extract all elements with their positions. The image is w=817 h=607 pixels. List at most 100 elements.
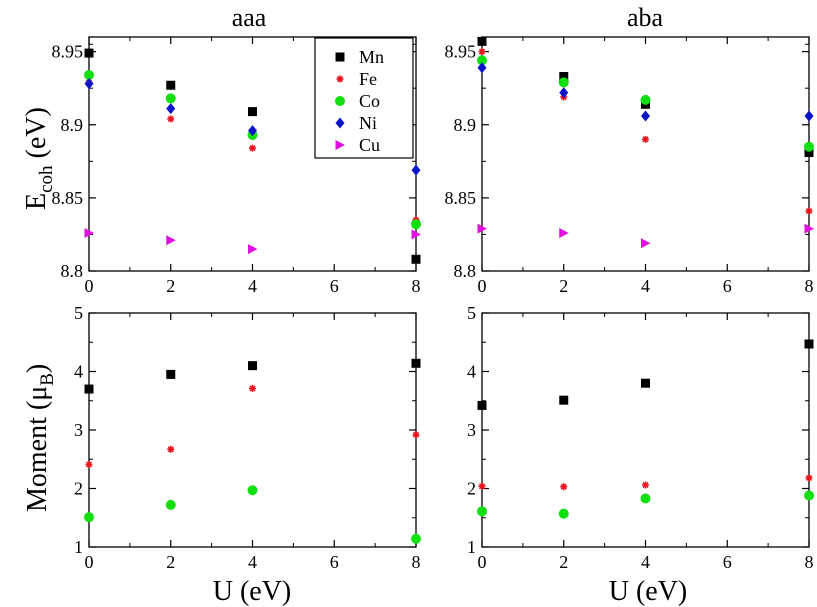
data-point-cu (166, 235, 176, 246)
moment-label-main: Moment (μ (22, 386, 53, 512)
data-point-fe (412, 431, 420, 439)
y-tick-label: 4 (467, 362, 476, 382)
x-tick-label: 2 (166, 276, 175, 296)
data-point-fe (642, 481, 649, 489)
data-point-cu (641, 238, 651, 249)
data-point-mn (84, 48, 94, 58)
y-tick-label: 1 (74, 537, 83, 557)
x-axis-label-left: U (eV) (213, 576, 292, 607)
data-point-ni (477, 62, 487, 74)
data-point-co (411, 533, 421, 544)
legend-label-co: Co (359, 91, 380, 111)
x-tick-label: 4 (248, 276, 257, 296)
x-tick-label: 8 (412, 552, 421, 572)
x-tick-label: 0 (478, 276, 487, 296)
data-point-co (804, 141, 814, 152)
data-point-co (804, 490, 814, 501)
legend-label-mn: Mn (359, 47, 384, 67)
data-point-mn (477, 36, 487, 46)
panel-aba-moment: 0 2 4 6 8 1 2 3 4 5 (467, 303, 814, 572)
x-tick-label: 4 (641, 552, 650, 572)
data-point-mn (166, 80, 176, 90)
panel-aba-ecoh: 0 2 4 6 8 8.8 8.85 8.9 8.95 (445, 36, 814, 296)
data-point-co (640, 94, 651, 105)
legend-marker-mn (335, 52, 345, 62)
data-point-cu (411, 229, 421, 240)
x-tick-label: 8 (805, 276, 814, 296)
x-axis-label-right: U (eV) (609, 576, 688, 607)
legend-label-fe: Fe (359, 69, 377, 89)
data-point-mn (166, 369, 176, 379)
data-point-co (477, 55, 487, 66)
data-point-fe (249, 384, 256, 392)
x-tick-label: 6 (723, 276, 732, 296)
y-tick-label: 8.8 (454, 261, 477, 281)
data-point-cu (804, 223, 814, 234)
data-point-ni (84, 78, 94, 90)
y-tick-label: 3 (74, 420, 83, 440)
data-point-fe (249, 144, 256, 152)
x-tick-label: 6 (330, 276, 339, 296)
y-tick-label: 2 (467, 479, 476, 499)
data-point-mn (411, 254, 421, 264)
panel-title-aaa: aaa (232, 3, 267, 32)
data-point-fe (167, 115, 175, 123)
legend-marker-ni (335, 117, 345, 129)
y-tick-label: 8.8 (61, 261, 84, 281)
data-point-cu (559, 227, 569, 238)
panel-aaa-moment: 0 2 4 6 8 1 2 3 4 5 (74, 303, 421, 572)
data-point-co (558, 508, 569, 519)
ecoh-label-unit: (eV) (21, 107, 52, 165)
data-point-co (84, 512, 94, 523)
data-point-co (477, 506, 487, 517)
y-tick-label: 8.95 (52, 42, 84, 62)
y-tick-label: 4 (74, 362, 83, 382)
y-tick-label: 8.95 (445, 42, 477, 62)
y-tick-label: 5 (467, 303, 476, 323)
data-point-co (411, 219, 421, 230)
y-tick-label: 1 (467, 537, 476, 557)
data-point-cu (248, 244, 258, 255)
data-point-fe (167, 445, 175, 453)
x-tick-label: 2 (559, 552, 568, 572)
legend-label-ni: Ni (359, 113, 377, 133)
ecoh-label-main: E (21, 193, 52, 210)
y-tick-label: 5 (74, 303, 83, 323)
data-point-mn (559, 395, 569, 405)
x-tick-label: 4 (641, 276, 650, 296)
legend-box (314, 37, 414, 159)
data-point-co (247, 485, 258, 496)
data-point-mn (477, 400, 487, 410)
data-point-co (165, 499, 176, 510)
y-tick-label: 8.85 (52, 188, 84, 208)
data-point-ni (248, 125, 257, 137)
data-point-cu (477, 223, 487, 234)
x-tick-label: 2 (559, 276, 568, 296)
x-tick-label: 8 (805, 552, 814, 572)
x-tick-label: 4 (248, 552, 257, 572)
plot-frame (88, 312, 417, 548)
y-tick-label: 8.9 (454, 115, 477, 135)
legend-marker-co (335, 96, 345, 106)
data-point-mn (248, 107, 257, 117)
data-point-mn (804, 148, 814, 158)
data-point-co (558, 77, 569, 88)
data-point-fe (805, 207, 813, 215)
x-tick-label: 0 (85, 552, 94, 572)
moment-label-close: ) (22, 364, 53, 373)
data-point-ni (641, 110, 650, 122)
x-tick-label: 0 (85, 276, 94, 296)
legend-marker-fe (336, 75, 344, 83)
ecoh-label-sub: coh (36, 165, 57, 193)
data-point-fe (642, 135, 649, 143)
plot-frame (481, 312, 810, 548)
data-point-mn (641, 378, 650, 388)
y-axis-label-ecoh: Ecoh (eV) (21, 107, 57, 210)
data-point-mn (804, 339, 814, 349)
data-point-ni (411, 164, 421, 176)
data-point-cu (84, 227, 94, 238)
